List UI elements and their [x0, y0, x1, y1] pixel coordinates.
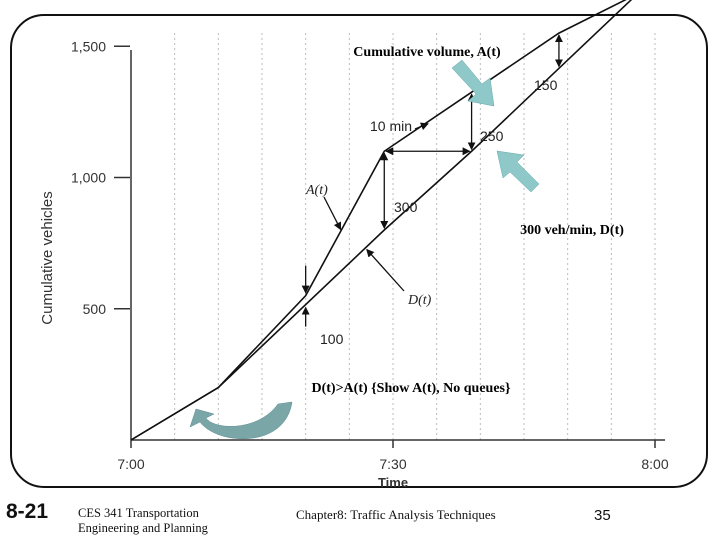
measurements — [301, 34, 563, 327]
slide-number: 8-21 — [6, 500, 49, 523]
x-tick-label: 7:30 — [379, 456, 406, 472]
one-hundred-label: 100 — [320, 331, 344, 347]
y-tick-label: 1,500 — [71, 38, 106, 54]
page-number: 35 — [594, 507, 611, 524]
a-curve-label: A(t) — [305, 183, 328, 198]
d-curve-label: D(t) — [407, 293, 432, 308]
x-axis-label: Time — [378, 475, 408, 490]
rate-callout-arrow — [496, 150, 540, 193]
callout-arrows — [189, 59, 540, 439]
ten-min-leader — [414, 122, 429, 131]
one-fifty-label: 150 — [534, 77, 558, 93]
cumulative-volume-callout: Cumulative volume, A(t) — [353, 45, 501, 60]
x-tick-label: 7:00 — [117, 456, 144, 472]
y-tick-label: 500 — [83, 301, 107, 317]
grid-lines — [174, 30, 656, 440]
curl-callout-arrow — [189, 401, 293, 439]
a-label-leader — [323, 196, 342, 231]
series — [130, 0, 633, 441]
three-hundred-label: 300 — [394, 199, 418, 215]
course-title-line2: Engineering and Planning — [78, 521, 208, 535]
x-tick-label: 8:00 — [641, 456, 668, 472]
axes: 500 1,000 1,500 7:00 7:30 8:00 — [71, 38, 669, 472]
chapter-title: Chapter8: Traffic Analysis Techniques — [296, 507, 496, 522]
slide-frame — [10, 14, 708, 488]
y-axis-label: Cumulative vehicles — [39, 191, 56, 324]
cumulative-callout-arrow — [451, 59, 495, 107]
course-title-line1: CES 341 Transportation — [78, 506, 199, 520]
no-queue-callout: D(t)>A(t) {Show A(t), No queues} — [311, 381, 511, 396]
y-tick-label: 1,000 — [71, 170, 106, 186]
d-label-leader — [366, 248, 405, 292]
two-fifty-label: 250 — [480, 128, 504, 144]
ten-min-label: 10 min — [370, 118, 412, 134]
rate-callout: 300 veh/min, D(t) — [520, 223, 624, 238]
